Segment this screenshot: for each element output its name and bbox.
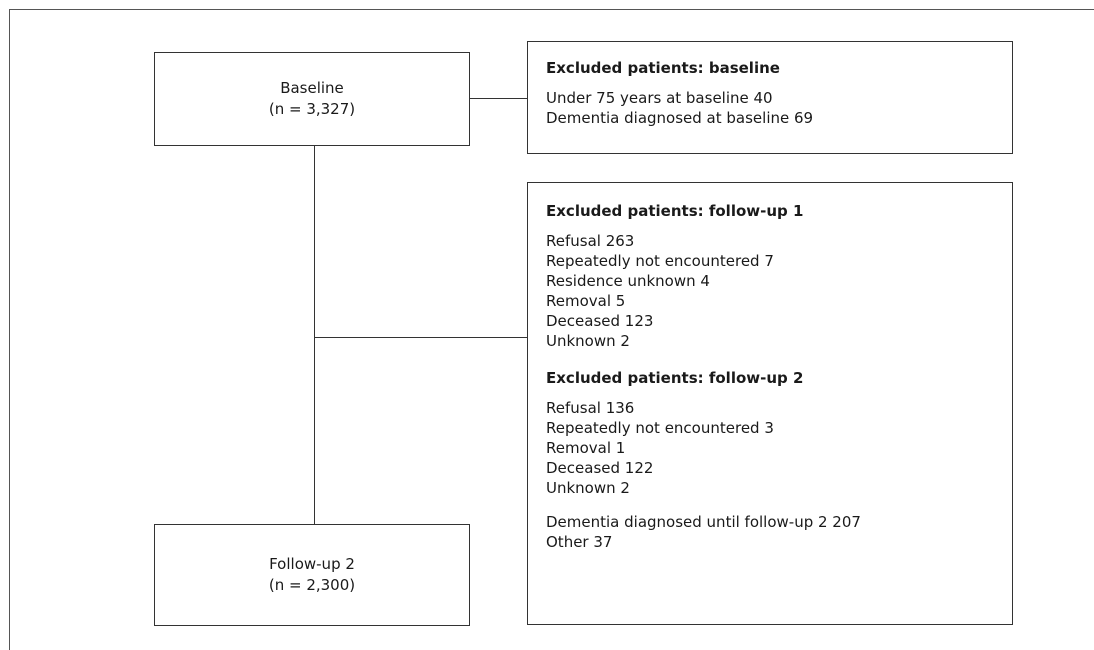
section-spacer bbox=[546, 498, 994, 512]
excluded-followup1-heading: Excluded patients: follow-up 1 bbox=[546, 202, 804, 220]
excluded-baseline-box: Excluded patients: baseline Under 75 yea… bbox=[527, 41, 1013, 154]
connector-vertical-main bbox=[314, 145, 315, 525]
excluded-followup1-item: Removal 5 bbox=[546, 292, 626, 310]
baseline-count: (n = 3,327) bbox=[268, 100, 356, 118]
excluded-followup2-extra-item: Dementia diagnosed until follow-up 2 207 bbox=[546, 513, 861, 531]
excluded-baseline-item: Under 75 years at baseline 40 bbox=[546, 89, 773, 107]
excluded-followup2-item: Unknown 2 bbox=[546, 479, 630, 497]
followup2-count: (n = 2,300) bbox=[268, 576, 356, 594]
excluded-followup2-item: Refusal 136 bbox=[546, 399, 635, 417]
baseline-title: Baseline bbox=[280, 79, 344, 97]
excluded-followup1-item: Refusal 263 bbox=[546, 232, 635, 250]
excluded-followup-box: Excluded patients: follow-up 1 Refusal 2… bbox=[527, 182, 1013, 625]
figure-frame-left bbox=[9, 9, 10, 650]
excluded-followup2-item: Removal 1 bbox=[546, 439, 626, 457]
section-spacer bbox=[546, 351, 994, 368]
excluded-followup2-item: Repeatedly not encountered 3 bbox=[546, 419, 774, 437]
excluded-followup1-item: Repeatedly not encountered 7 bbox=[546, 252, 774, 270]
excluded-followup2-heading: Excluded patients: follow-up 2 bbox=[546, 369, 804, 387]
excluded-followup1-item: Residence unknown 4 bbox=[546, 272, 710, 290]
excluded-followup2-extra-item: Other 37 bbox=[546, 533, 613, 551]
connector-main-to-excluded-followup bbox=[314, 337, 528, 338]
excluded-followup2-item: Deceased 122 bbox=[546, 459, 654, 477]
excluded-followup1-item: Unknown 2 bbox=[546, 332, 630, 350]
connector-baseline-to-excluded bbox=[469, 98, 528, 99]
figure-frame-top bbox=[10, 9, 1094, 10]
followup2-title: Follow-up 2 bbox=[269, 555, 355, 573]
baseline-box: Baseline (n = 3,327) bbox=[154, 52, 470, 146]
excluded-baseline-item: Dementia diagnosed at baseline 69 bbox=[546, 109, 814, 127]
excluded-baseline-heading: Excluded patients: baseline bbox=[546, 59, 780, 77]
excluded-followup1-item: Deceased 123 bbox=[546, 312, 654, 330]
followup2-box: Follow-up 2 (n = 2,300) bbox=[154, 524, 470, 626]
